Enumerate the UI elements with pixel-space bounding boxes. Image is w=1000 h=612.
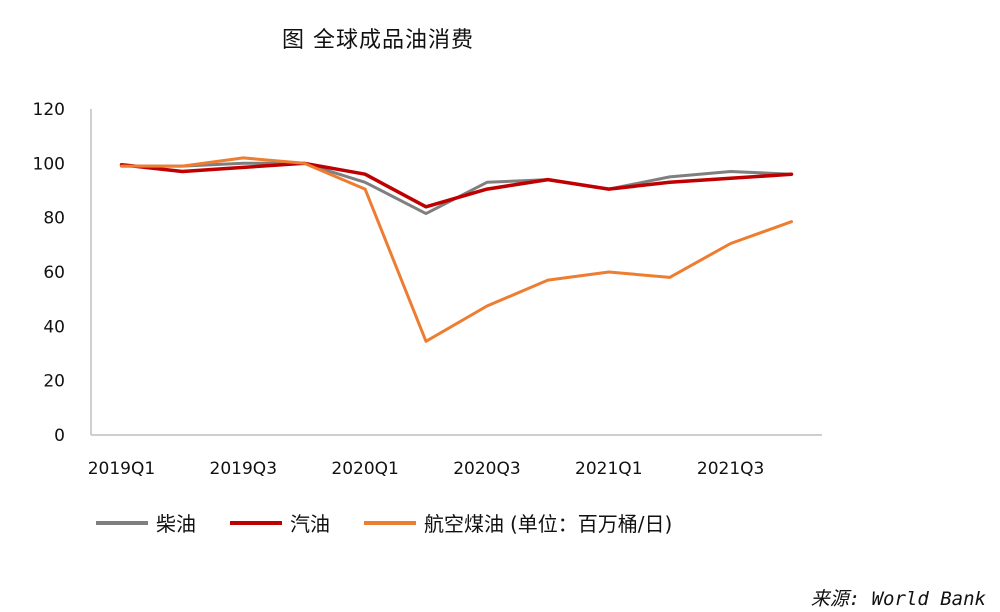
x-tick-label: 2021Q1 — [575, 459, 642, 479]
series-line-jet-fuel — [120, 156, 793, 343]
y-tick-label: 100 — [33, 154, 65, 174]
legend-item-jet-fuel: 航空煤油 (单位：百万桶/日) — [364, 508, 672, 537]
chart-axes — [90, 109, 822, 436]
source-note: 来源: World Bank — [810, 588, 986, 610]
legend-label-jet-fuel: 航空煤油 — [424, 512, 504, 536]
y-tick-label: 60 — [43, 263, 65, 283]
legend-item-gasoline: 汽油 — [230, 508, 330, 537]
chart-title: 图 全球成品油消费 — [282, 28, 474, 53]
unit-note: (单位：百万桶/日) — [510, 512, 673, 536]
legend-swatch-jet-fuel — [364, 520, 416, 525]
legend-label-gasoline: 汽油 — [290, 512, 330, 536]
series-line-diesel — [120, 161, 793, 216]
x-axis-ticks: 2019Q1 2019Q3 2020Q1 2020Q3 2021Q1 2021Q3 — [88, 459, 765, 479]
series-lines — [119, 156, 794, 343]
legend-item-diesel: 柴油 — [96, 508, 196, 537]
legend: 柴油 汽油 航空煤油 (单位：百万桶/日) — [96, 508, 672, 537]
x-tick-label: 2019Q1 — [88, 459, 155, 479]
legend-label-diesel: 柴油 — [156, 512, 196, 536]
x-tick-label: 2021Q3 — [697, 459, 764, 479]
y-axis-ticks: 0 20 40 60 80 100 120 — [33, 100, 65, 446]
x-tick-label: 2020Q1 — [331, 459, 398, 479]
y-tick-label: 20 — [43, 372, 65, 392]
legend-swatch-gasoline — [230, 520, 282, 525]
y-tick-label: 0 — [54, 426, 65, 446]
y-tick-label: 80 — [43, 209, 65, 229]
x-tick-label: 2020Q3 — [453, 459, 520, 479]
legend-swatch-diesel — [96, 520, 148, 525]
y-tick-label: 40 — [43, 317, 65, 337]
series-line-gasoline — [119, 161, 794, 209]
x-tick-label: 2019Q3 — [210, 459, 277, 479]
y-tick-label: 120 — [33, 100, 65, 120]
